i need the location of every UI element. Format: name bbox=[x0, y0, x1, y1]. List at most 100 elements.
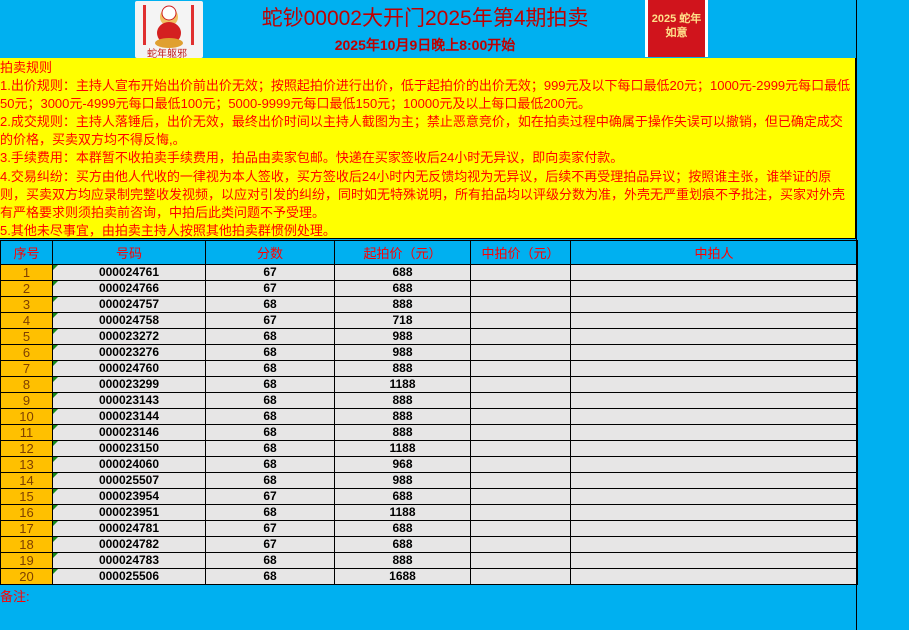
winning-price-cell[interactable] bbox=[470, 552, 571, 569]
start-price-cell[interactable]: 1188 bbox=[334, 440, 471, 457]
winning-price-cell[interactable] bbox=[470, 408, 571, 425]
winner-cell[interactable] bbox=[570, 376, 858, 393]
winner-cell[interactable] bbox=[570, 408, 858, 425]
number-cell[interactable]: 000024761 bbox=[52, 264, 206, 281]
winning-price-cell[interactable] bbox=[470, 392, 571, 409]
seq-cell[interactable]: 8 bbox=[0, 376, 53, 393]
number-cell[interactable]: 000024782 bbox=[52, 536, 206, 553]
winner-cell[interactable] bbox=[570, 328, 858, 345]
winning-price-cell[interactable] bbox=[470, 440, 571, 457]
winner-cell[interactable] bbox=[570, 504, 858, 521]
seq-cell[interactable]: 3 bbox=[0, 296, 53, 313]
number-cell[interactable]: 000023272 bbox=[52, 328, 206, 345]
winning-price-cell[interactable] bbox=[470, 504, 571, 521]
number-cell[interactable]: 000023143 bbox=[52, 392, 206, 409]
winning-price-cell[interactable] bbox=[470, 344, 571, 361]
start-price-cell[interactable]: 718 bbox=[334, 312, 471, 329]
start-price-cell[interactable]: 888 bbox=[334, 408, 471, 425]
seq-cell[interactable]: 5 bbox=[0, 328, 53, 345]
winner-cell[interactable] bbox=[570, 424, 858, 441]
winner-cell[interactable] bbox=[570, 520, 858, 537]
start-price-cell[interactable]: 1188 bbox=[334, 504, 471, 521]
number-cell[interactable]: 000023276 bbox=[52, 344, 206, 361]
start-price-cell[interactable]: 888 bbox=[334, 360, 471, 377]
winner-cell[interactable] bbox=[570, 296, 858, 313]
score-cell[interactable]: 67 bbox=[205, 264, 335, 281]
score-cell[interactable]: 67 bbox=[205, 312, 335, 329]
score-cell[interactable]: 68 bbox=[205, 568, 335, 585]
seq-cell[interactable]: 4 bbox=[0, 312, 53, 329]
start-price-cell[interactable]: 1188 bbox=[334, 376, 471, 393]
seq-cell[interactable]: 1 bbox=[0, 264, 53, 281]
number-cell[interactable]: 000023954 bbox=[52, 488, 206, 505]
score-cell[interactable]: 68 bbox=[205, 296, 335, 313]
winner-cell[interactable] bbox=[570, 568, 858, 585]
winner-cell[interactable] bbox=[570, 312, 858, 329]
score-cell[interactable]: 67 bbox=[205, 520, 335, 537]
winner-cell[interactable] bbox=[570, 440, 858, 457]
winning-price-cell[interactable] bbox=[470, 360, 571, 377]
start-price-cell[interactable]: 988 bbox=[334, 472, 471, 489]
number-cell[interactable]: 000024757 bbox=[52, 296, 206, 313]
score-cell[interactable]: 68 bbox=[205, 552, 335, 569]
seq-cell[interactable]: 14 bbox=[0, 472, 53, 489]
start-price-cell[interactable]: 888 bbox=[334, 552, 471, 569]
winning-price-cell[interactable] bbox=[470, 568, 571, 585]
winning-price-cell[interactable] bbox=[470, 488, 571, 505]
number-cell[interactable]: 000023299 bbox=[52, 376, 206, 393]
winning-price-cell[interactable] bbox=[470, 536, 571, 553]
start-price-cell[interactable]: 968 bbox=[334, 456, 471, 473]
score-cell[interactable]: 68 bbox=[205, 344, 335, 361]
score-cell[interactable]: 68 bbox=[205, 392, 335, 409]
seq-cell[interactable]: 6 bbox=[0, 344, 53, 361]
seq-cell[interactable]: 13 bbox=[0, 456, 53, 473]
seq-cell[interactable]: 19 bbox=[0, 552, 53, 569]
start-price-cell[interactable]: 888 bbox=[334, 296, 471, 313]
number-cell[interactable]: 000023144 bbox=[52, 408, 206, 425]
winning-price-cell[interactable] bbox=[470, 280, 571, 297]
score-cell[interactable]: 68 bbox=[205, 376, 335, 393]
start-price-cell[interactable]: 988 bbox=[334, 328, 471, 345]
seq-cell[interactable]: 7 bbox=[0, 360, 53, 377]
score-cell[interactable]: 68 bbox=[205, 424, 335, 441]
seq-cell[interactable]: 20 bbox=[0, 568, 53, 585]
number-cell[interactable]: 000025506 bbox=[52, 568, 206, 585]
winning-price-cell[interactable] bbox=[470, 424, 571, 441]
winning-price-cell[interactable] bbox=[470, 264, 571, 281]
winning-price-cell[interactable] bbox=[470, 520, 571, 537]
winning-price-cell[interactable] bbox=[470, 376, 571, 393]
number-cell[interactable]: 000024758 bbox=[52, 312, 206, 329]
score-cell[interactable]: 67 bbox=[205, 280, 335, 297]
start-price-cell[interactable]: 988 bbox=[334, 344, 471, 361]
number-cell[interactable]: 000025507 bbox=[52, 472, 206, 489]
start-price-cell[interactable]: 688 bbox=[334, 280, 471, 297]
score-cell[interactable]: 68 bbox=[205, 472, 335, 489]
seq-cell[interactable]: 16 bbox=[0, 504, 53, 521]
seq-cell[interactable]: 11 bbox=[0, 424, 53, 441]
score-cell[interactable]: 68 bbox=[205, 504, 335, 521]
winner-cell[interactable] bbox=[570, 392, 858, 409]
seq-cell[interactable]: 18 bbox=[0, 536, 53, 553]
winning-price-cell[interactable] bbox=[470, 472, 571, 489]
winner-cell[interactable] bbox=[570, 488, 858, 505]
number-cell[interactable]: 000024766 bbox=[52, 280, 206, 297]
seq-cell[interactable]: 2 bbox=[0, 280, 53, 297]
winner-cell[interactable] bbox=[570, 264, 858, 281]
winner-cell[interactable] bbox=[570, 536, 858, 553]
winner-cell[interactable] bbox=[570, 280, 858, 297]
seq-cell[interactable]: 15 bbox=[0, 488, 53, 505]
score-cell[interactable]: 67 bbox=[205, 488, 335, 505]
winner-cell[interactable] bbox=[570, 552, 858, 569]
number-cell[interactable]: 000024760 bbox=[52, 360, 206, 377]
number-cell[interactable]: 000023150 bbox=[52, 440, 206, 457]
winning-price-cell[interactable] bbox=[470, 328, 571, 345]
start-price-cell[interactable]: 688 bbox=[334, 488, 471, 505]
winner-cell[interactable] bbox=[570, 344, 858, 361]
winning-price-cell[interactable] bbox=[470, 312, 571, 329]
start-price-cell[interactable]: 888 bbox=[334, 424, 471, 441]
score-cell[interactable]: 68 bbox=[205, 328, 335, 345]
number-cell[interactable]: 000024781 bbox=[52, 520, 206, 537]
number-cell[interactable]: 000023951 bbox=[52, 504, 206, 521]
seq-cell[interactable]: 17 bbox=[0, 520, 53, 537]
start-price-cell[interactable]: 688 bbox=[334, 264, 471, 281]
